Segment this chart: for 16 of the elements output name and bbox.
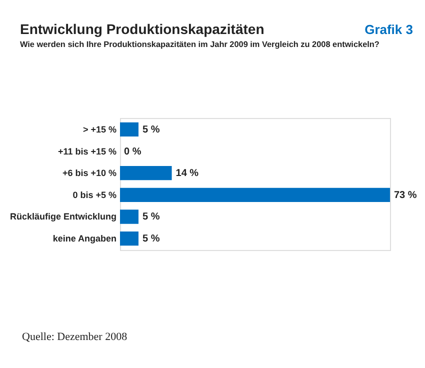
chart-subtitle: Wie werden sich Ihre Produktionskapazitäten im Jahr 2009 im Vergleich zu 2008 entwickeln? xyxy=(20,40,380,49)
y-tick-label: keine Angaben xyxy=(52,234,116,244)
chart-title: Entwicklung Produktionskapazitäten xyxy=(20,21,264,37)
data-label: 73 % xyxy=(394,190,417,201)
y-tick-label: +11 bis +15 % xyxy=(58,146,116,156)
y-tick-label: +6 bis +10 % xyxy=(62,168,116,178)
text: Grafik 3 xyxy=(364,22,413,37)
y-tick-label: 0 bis +5 % xyxy=(72,190,116,200)
data-label: 14 % xyxy=(176,168,199,180)
y-tick-label: > +15 % xyxy=(82,124,116,134)
y-tick-label: Rückläufige Entwicklung xyxy=(10,212,116,222)
source-note: Quelle: Dezember 2008 xyxy=(22,331,128,343)
data-label: 5 % xyxy=(142,124,160,136)
data-label: 5 % xyxy=(142,234,160,245)
data-label: 0 % xyxy=(124,146,142,158)
data-label: 5 % xyxy=(142,212,160,223)
